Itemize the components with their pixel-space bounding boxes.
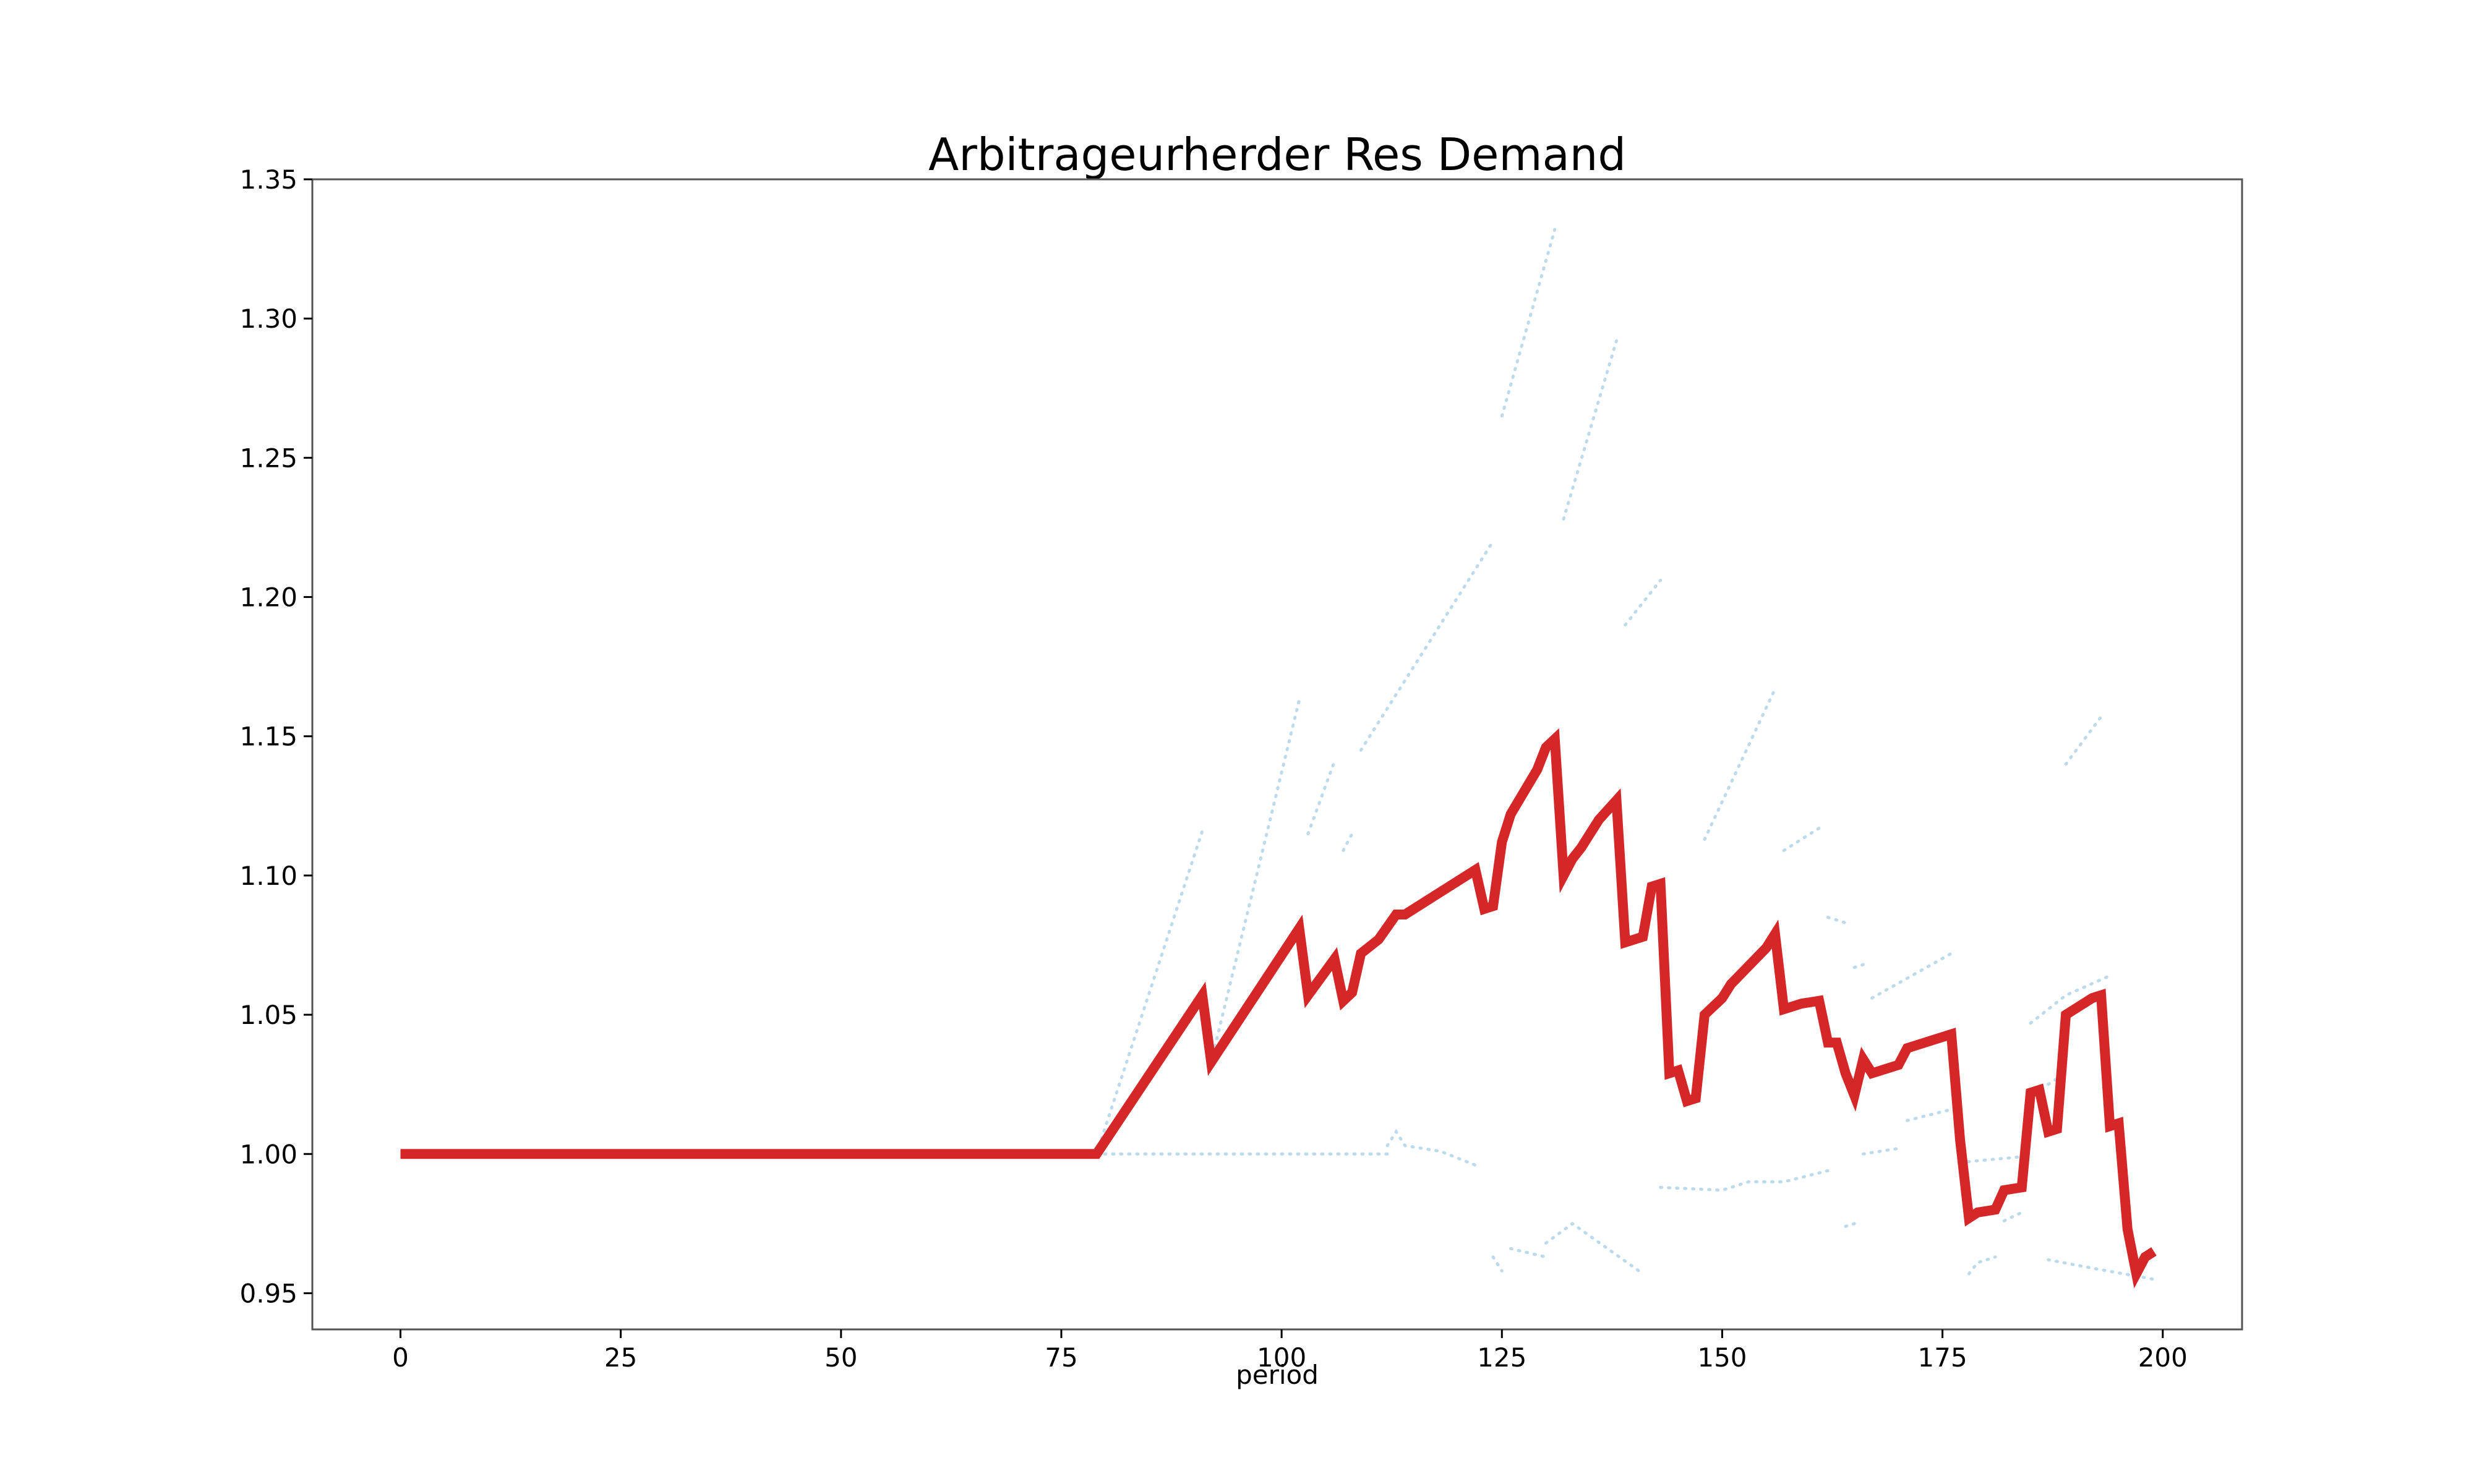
faint-series-line [2047,1258,2155,1281]
main-series-line [400,728,2157,1289]
faint-series-line [1562,339,1618,521]
y-tick-label: 1.25 [239,443,297,473]
faint-series-line [2064,715,2103,766]
faint-series-line [1095,829,1204,1156]
faint-series-line [1359,540,1495,752]
faint-series-line [2029,974,2112,1025]
x-axis: 0 25 50 75 100 125 150 175 200 [392,1329,2188,1373]
faint-series-line [1306,759,1337,835]
faint-series-line [1906,1107,1953,1122]
y-tick-label: 1.10 [239,861,297,891]
x-tick-label: 200 [2138,1342,2188,1373]
faint-series-line [1826,916,1847,924]
x-axis-label: period [1236,1360,1319,1390]
y-tick-label: 1.00 [239,1139,297,1169]
y-tick-label: 1.20 [239,582,297,613]
faint-series-line [1870,952,1953,1000]
faint-series-layer [1095,228,2155,1281]
main-series-layer [400,728,2157,1289]
faint-series-line [1967,1255,1997,1276]
faint-series-line [1703,687,1777,841]
y-tick-label: 1.05 [239,1000,297,1030]
faint-series-line [1544,1221,1645,1276]
faint-series-line [1509,1247,1547,1259]
y-axis: 0.95 1.00 1.05 1.10 1.15 1.20 1.25 1.30 1.35 [239,164,312,1308]
faint-series-line [1861,1146,1900,1156]
x-tick-label: 50 [824,1342,857,1373]
x-tick-label: 0 [392,1342,409,1373]
y-tick-label: 1.15 [239,722,297,752]
x-tick-label: 100 [1257,1342,1306,1373]
faint-series-line [1209,698,1301,1064]
faint-series-line [1385,1128,1477,1167]
faint-series-line [1491,1255,1504,1273]
x-tick-label: 150 [1697,1342,1747,1373]
faint-series-line [1659,1169,1830,1192]
faint-series-line [1624,579,1663,627]
x-tick-label: 175 [1918,1342,1967,1373]
faint-series-line [2047,1077,2059,1086]
faint-series-line [1342,832,1354,852]
faint-series-line [1844,1222,1856,1228]
faint-series-line [2002,1211,2024,1222]
y-tick-label: 0.95 [239,1278,297,1308]
y-tick-label: 1.30 [239,304,297,334]
chart-title: Arbitrageurherder Res Demand [928,129,1626,181]
faint-series-line [1782,826,1821,852]
faint-series-line [1852,963,1865,969]
x-tick-label: 25 [604,1342,637,1373]
x-tick-label: 125 [1477,1342,1526,1373]
plot-frame [311,178,2243,1331]
faint-series-line [1500,228,1557,418]
x-tick-label: 75 [1045,1342,1077,1373]
y-tick-label: 1.35 [239,164,297,195]
faint-series-line [1958,1155,2024,1164]
